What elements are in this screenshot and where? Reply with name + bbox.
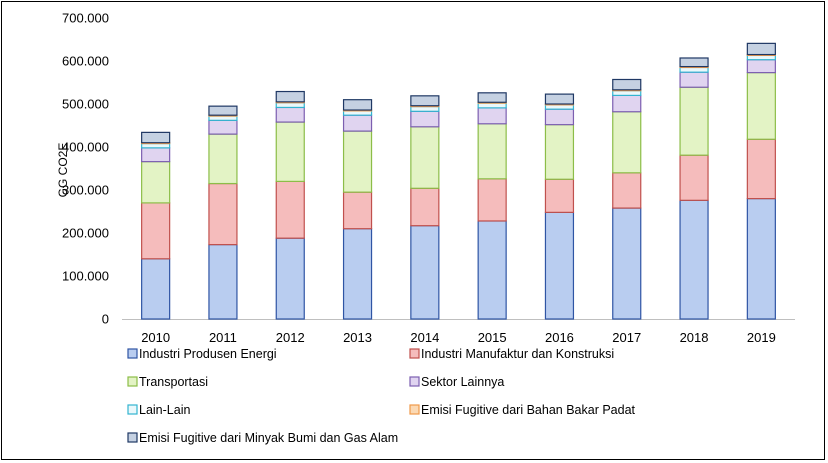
bar-segment <box>679 199 709 320</box>
bar-segment <box>477 102 507 109</box>
bar-segment <box>746 138 776 200</box>
bar-segment <box>477 123 507 180</box>
bar-segment <box>679 154 709 201</box>
x-axis: 2010 2011 2012 2013 2014 2015 2016 2017 2018 2019 <box>122 319 795 345</box>
bar-segment <box>544 124 575 180</box>
legend-label: Transportasi <box>139 375 208 389</box>
bar-segment <box>746 42 776 56</box>
bar-segment <box>275 180 305 239</box>
bar-segment <box>679 66 709 73</box>
legend-swatch <box>127 432 138 443</box>
bar-segment <box>477 92 507 103</box>
legend-label: Lain-Lain <box>139 403 190 417</box>
y-axis-title: GG CO2E <box>56 143 70 198</box>
bar-segment <box>208 115 238 121</box>
bar-segment <box>544 211 575 320</box>
bar-segment <box>208 133 238 185</box>
bar-segment <box>746 72 776 140</box>
bar-segment <box>208 182 238 246</box>
y-tick-label: 100.000 <box>62 269 109 284</box>
bar-segment <box>208 119 238 135</box>
legend-swatch <box>127 348 138 359</box>
bar-segment <box>544 93 575 105</box>
bar-segment <box>612 78 642 91</box>
bar-segment <box>410 187 440 227</box>
y-tick-label: 0 <box>102 312 109 327</box>
bar-segment <box>141 142 171 149</box>
y-tick-label: 700.000 <box>62 11 109 26</box>
bar-segment <box>342 114 373 132</box>
bar-segment <box>477 107 507 125</box>
bar-segment <box>275 237 305 320</box>
bar-segment <box>679 71 709 88</box>
y-tick-label: 300.000 <box>62 183 109 198</box>
bar-segment <box>477 178 507 222</box>
bar-segment <box>342 191 373 230</box>
bar-segment <box>544 108 575 126</box>
bar-segment <box>342 130 373 193</box>
y-tick-label: 400.000 <box>62 140 109 155</box>
x-tick-label: 2015 <box>478 330 507 345</box>
bar-segment <box>410 95 440 107</box>
x-tick-label: 2019 <box>747 330 776 345</box>
bar-segment <box>275 106 305 123</box>
bar-segment <box>342 110 373 116</box>
x-tick-label: 2010 <box>141 330 170 345</box>
x-tick-label: 2012 <box>276 330 305 345</box>
legend-label: Industri Produsen Energi <box>139 347 277 361</box>
y-tick-label: 500.000 <box>62 97 109 112</box>
bar-segment <box>679 57 709 68</box>
x-tick-label: 2014 <box>410 330 439 345</box>
bar-segment <box>410 126 440 189</box>
bar-segment <box>477 220 507 320</box>
bar-segment <box>544 178 575 213</box>
bar-segment <box>141 131 171 144</box>
bar-segment <box>612 90 642 96</box>
bar-segment <box>342 99 373 111</box>
legend-label: Sektor Lainnya <box>421 375 504 389</box>
legend: Industri Produsen Energi Industri Manufak… <box>127 347 636 445</box>
x-tick-label: 2016 <box>545 330 574 345</box>
bar-segment <box>544 104 575 110</box>
legend-label: Emisi Fugitive dari Minyak Bumi dan Gas … <box>139 431 398 445</box>
y-tick-label: 600.000 <box>62 54 109 69</box>
bar-segment <box>612 94 642 113</box>
legend-swatch <box>409 348 420 359</box>
bar-segment <box>141 147 171 163</box>
y-tick-label: 200.000 <box>62 226 109 241</box>
bar-segment <box>612 172 642 209</box>
legend-label: Industri Manufaktur dan Konstruksi <box>421 347 614 361</box>
bar-segment <box>275 121 305 182</box>
bar-segment <box>410 225 440 320</box>
bar-segment <box>746 54 776 61</box>
legend-swatch <box>127 376 138 387</box>
bar-segment <box>410 105 440 112</box>
legend-swatch <box>409 404 420 415</box>
bars <box>141 42 776 320</box>
bar-segment <box>208 244 238 320</box>
bar-segment <box>208 105 238 116</box>
legend-swatch <box>409 376 420 387</box>
x-tick-label: 2017 <box>612 330 641 345</box>
x-tick-label: 2018 <box>680 330 709 345</box>
bar-segment <box>410 110 440 128</box>
bar-segment <box>141 161 171 204</box>
bar-segment <box>275 102 305 109</box>
bar-segment <box>612 207 642 320</box>
y-axis: 0 100.000 200.000 300.000 400.000 500.000 600.… <box>62 11 109 327</box>
legend-swatch <box>127 404 138 415</box>
bar-segment <box>746 59 776 74</box>
bar-segment <box>141 202 171 260</box>
bar-segment <box>612 111 642 174</box>
x-tick-label: 2013 <box>343 330 372 345</box>
bar-segment <box>141 258 171 320</box>
x-tick-label: 2011 <box>209 330 237 345</box>
bar-segment <box>342 228 373 320</box>
bar-segment <box>746 198 776 320</box>
bar-segment <box>679 86 709 156</box>
bar-segment <box>275 90 305 103</box>
legend-label: Emisi Fugitive dari Bahan Bakar Padat <box>421 403 636 417</box>
